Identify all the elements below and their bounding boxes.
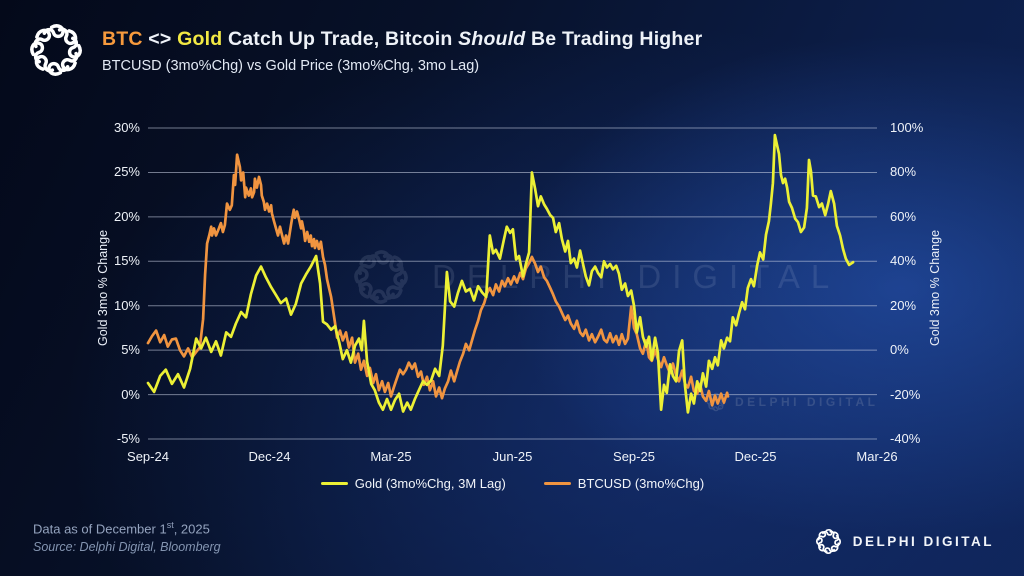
btcusd-line-swatch-icon — [543, 481, 571, 486]
left-axis-tick-label: -5% — [116, 431, 140, 447]
left-axis-tick-label: 0% — [121, 386, 140, 402]
watermark-small-text: DELPHI DIGITAL — [735, 395, 879, 409]
series-line-btcusd — [146, 153, 730, 407]
x-axis-tick-label: Mar-26 — [856, 449, 898, 464]
x-axis-tick-label: Dec-24 — [248, 449, 291, 464]
legend-item-btcusd: BTCUSD (3mo%Chg) — [543, 476, 705, 491]
title-btc-text: BTC — [102, 28, 143, 50]
footer-notes: Data as of December 1st, 2025 Source: De… — [33, 520, 221, 554]
brand-lockup: DELPHI DIGITAL — [815, 528, 994, 555]
chart-legend: Gold (3mo%Chg, 3M Lag) BTCUSD (3mo%Chg) — [148, 476, 877, 491]
x-axis-tick-label: Sep-25 — [613, 449, 655, 464]
left-axis-title: Gold 3mo % Change — [96, 229, 110, 346]
title-separator: <> — [142, 28, 178, 50]
delphi-knot-brand-icon — [815, 528, 842, 555]
right-axis-tick-label: -20% — [890, 386, 921, 402]
right-axis-tick-label: 20% — [890, 297, 917, 313]
right-axis-tick-label: -40% — [890, 431, 921, 447]
right-axis-tick-label: 60% — [890, 208, 917, 224]
gold-line-swatch-icon — [320, 481, 348, 486]
legend-label-gold: Gold (3mo%Chg, 3M Lag) — [354, 476, 506, 491]
right-axis-tick-label: 100% — [890, 120, 924, 136]
left-axis-tick-label: 20% — [113, 208, 140, 224]
delphi-knot-small-watermark-icon — [706, 392, 726, 412]
legend-item-gold: Gold (3mo%Chg, 3M Lag) — [320, 476, 506, 491]
x-axis-tick-label: Dec-25 — [734, 449, 777, 464]
series-line-gold — [146, 133, 855, 414]
title-mid-text: Catch Up Trade, Bitcoin — [222, 28, 459, 50]
ordinal-suffix: st — [166, 520, 174, 530]
watermark-small: DELPHI DIGITAL — [706, 392, 878, 412]
left-axis-tick-label: 10% — [113, 297, 140, 313]
delphi-knot-watermark-icon — [352, 248, 410, 306]
x-axis-tick-label: Jun-25 — [492, 449, 533, 464]
source-text: Source: Delphi Digital, Bloomberg — [33, 540, 221, 555]
right-axis-title: Gold 3mo % Change — [928, 229, 942, 346]
left-axis-tick-label: 15% — [113, 253, 140, 269]
title-gold-text: Gold — [177, 28, 223, 50]
header: BTC <> Gold Catch Up Trade, Bitcoin Shou… — [28, 22, 702, 78]
chart-subtitle: BTCUSD (3mo%Chg) vs Gold Price (3mo%Chg,… — [102, 58, 480, 74]
legend-label-btcusd: BTCUSD (3mo%Chg) — [577, 476, 705, 491]
left-axis-tick-label: 25% — [113, 164, 140, 180]
left-axis-tick-label: 5% — [121, 342, 140, 358]
left-axis-tick-label: 30% — [113, 120, 140, 136]
page-title: BTC <> Gold Catch Up Trade, Bitcoin Shou… — [102, 28, 702, 51]
right-axis-tick-label: 40% — [890, 253, 917, 269]
watermark-center: DELPHI DIGITAL — [352, 248, 840, 306]
brand-wordmark: DELPHI DIGITAL — [852, 534, 994, 549]
title-rest-text: Be Trading Higher — [525, 28, 703, 50]
right-axis-tick-label: 80% — [890, 164, 917, 180]
data-as-of-text: Data as of December 1st, 2025 — [33, 520, 210, 537]
x-axis-tick-label: Sep-24 — [127, 449, 169, 464]
title-should-text: Should — [458, 28, 526, 50]
watermark-text: DELPHI DIGITAL — [432, 258, 841, 295]
right-axis-tick-label: 0% — [890, 342, 909, 358]
x-axis-tick-label: Mar-25 — [370, 449, 412, 464]
delphi-knot-logo-icon — [28, 22, 84, 78]
title-block: BTC <> Gold Catch Up Trade, Bitcoin Shou… — [102, 22, 702, 74]
